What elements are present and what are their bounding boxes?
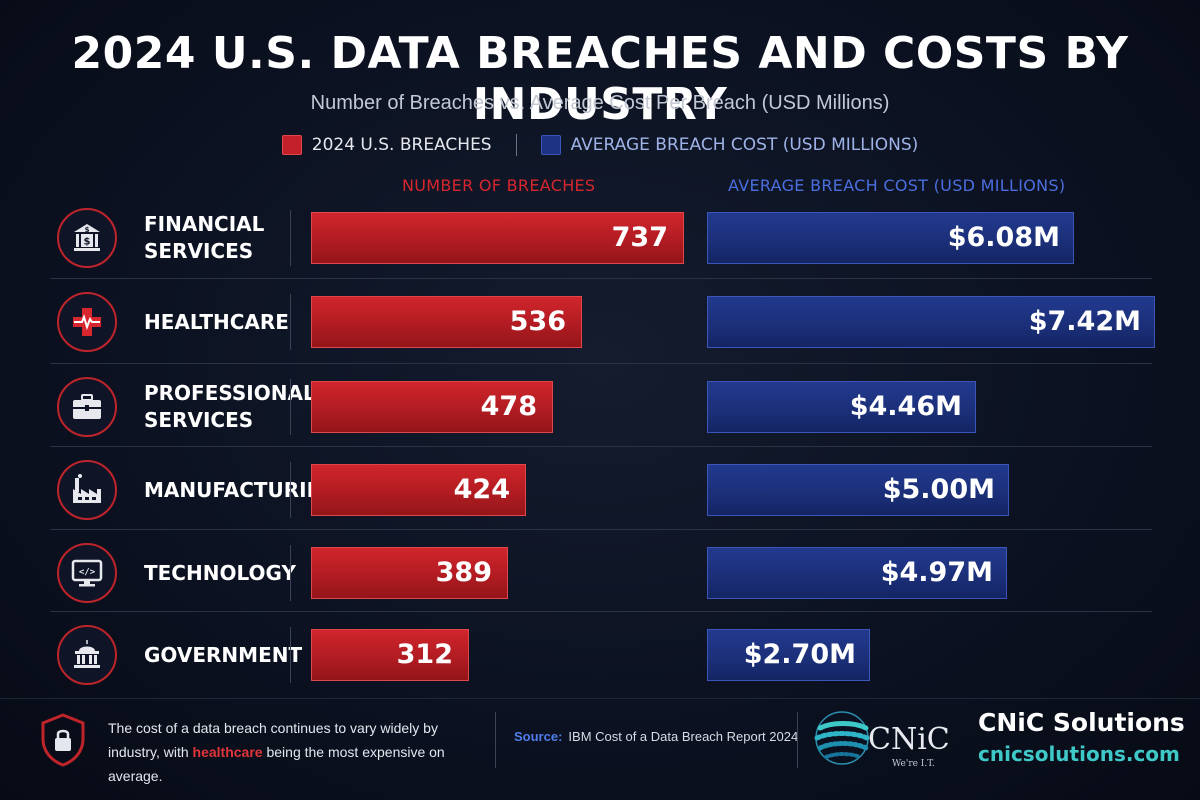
industry-label: TECHNOLOGY	[144, 545, 296, 601]
column-header-breaches: NUMBER OF BREACHES	[402, 176, 596, 195]
row-separator	[290, 294, 291, 350]
source-citation: Source: IBM Cost of a Data Breach Report …	[514, 729, 798, 744]
industry-label-line: TECHNOLOGY	[144, 560, 296, 585]
bar-cost-label: $5.00M	[882, 474, 995, 505]
row-separator	[290, 379, 291, 435]
column-header-cost: AVERAGE BREACH COST (USD MILLIONS)	[728, 176, 1066, 195]
row-separator	[290, 627, 291, 683]
bar-breaches-label: 389	[435, 557, 492, 588]
bar-breaches-label: 536	[509, 306, 566, 337]
industry-label-text: FINANCIAL SERVICES	[144, 211, 264, 265]
bank-icon: $ $	[57, 208, 117, 268]
monitor-code-icon: </>	[57, 543, 117, 603]
footer-note-text-end: being the most expensive on average.	[108, 744, 445, 784]
source-text: IBM Cost of a Data Breach Report 2024	[568, 729, 799, 744]
footer-divider	[0, 698, 1200, 699]
industry-label: GOVERNMENT	[144, 627, 302, 683]
government-building-icon	[57, 625, 117, 685]
industry-label-line: PROFESSIONAL	[144, 381, 316, 405]
bar-breaches-label: 478	[480, 391, 537, 422]
industry-label-line: MANUFACTURING	[144, 477, 340, 502]
shield-lock-icon	[41, 713, 85, 767]
bar-cost	[707, 381, 976, 433]
industry-label-text: GOVERNMENT	[144, 642, 302, 669]
row-divider	[50, 529, 1152, 530]
bar-cost-label: $6.08M	[947, 222, 1060, 253]
footer-note-text: The cost of a data breach continues to v…	[108, 720, 438, 760]
bar-breaches-label: 737	[611, 222, 668, 253]
legend-item-cost: AVERAGE BREACH COST (USD MILLIONS)	[540, 135, 919, 155]
row-divider	[50, 278, 1152, 279]
industry-label-text: MANUFACTURING	[144, 477, 340, 504]
bar-breaches	[311, 629, 469, 681]
industry-label-line: HEALTHCARE	[144, 309, 289, 334]
brand-website[interactable]: cnicsolutions.com	[978, 742, 1180, 766]
bar-breaches	[311, 212, 684, 264]
factory-icon	[57, 460, 117, 520]
bar-cost	[707, 296, 1155, 348]
source-label: Source:	[514, 729, 563, 744]
row-separator	[290, 210, 291, 266]
brand-name: CNiC Solutions	[978, 708, 1185, 737]
row-separator	[290, 462, 291, 518]
industry-label-line: SERVICES	[144, 239, 254, 263]
logo-wordmark: CNiC	[868, 722, 950, 757]
legend: 2024 U.S. BREACHES AVERAGE BREACH COST (…	[0, 134, 1200, 156]
bar-cost	[707, 547, 1007, 599]
medical-cross-icon	[57, 292, 117, 352]
legend-item-breaches: 2024 U.S. BREACHES	[281, 135, 492, 155]
industry-label: HEALTHCARE	[144, 294, 289, 350]
industry-label: FINANCIAL SERVICES	[144, 210, 289, 266]
chart-title: 2024 U.S. DATA BREACHES AND COSTS BY IND…	[71, 28, 1129, 130]
row-divider	[50, 611, 1152, 612]
briefcase-icon	[57, 377, 117, 437]
row-separator	[290, 545, 291, 601]
bar-cost-label: $7.42M	[1028, 306, 1141, 337]
industry-label: MANUFACTURING	[144, 462, 340, 518]
industry-label-text: TECHNOLOGY	[144, 560, 296, 587]
footer-note: The cost of a data breach continues to v…	[108, 716, 488, 788]
chart-subtitle: Number of Breaches vs. Average Cost Per …	[310, 92, 890, 114]
legend-label-breaches: 2024 U.S. BREACHES	[311, 135, 492, 155]
footer-separator	[495, 712, 496, 768]
industry-label-line: SERVICES	[144, 408, 254, 432]
logo-tagline: We're I.T.	[892, 759, 935, 769]
industry-label-text: HEALTHCARE	[144, 309, 289, 336]
cnic-logo: CNiC We're I.T.	[814, 711, 950, 769]
legend-divider	[515, 134, 517, 156]
legend-swatch-breaches	[281, 135, 302, 155]
bar-cost	[707, 464, 1009, 516]
bar-breaches	[311, 464, 526, 516]
row-divider	[50, 363, 1152, 364]
bar-cost	[707, 629, 870, 681]
bar-breaches-label: 424	[453, 474, 510, 505]
bar-cost-label: $2.70M	[743, 639, 856, 670]
legend-swatch-cost	[540, 135, 561, 155]
bar-cost	[707, 212, 1074, 264]
bar-breaches	[311, 547, 508, 599]
svg-text:$: $	[85, 226, 90, 234]
footer-note-highlight: healthcare	[192, 744, 263, 760]
bar-breaches	[311, 381, 553, 433]
industry-label-text: PROFESSIONAL SERVICES	[144, 380, 316, 434]
industry-label-line: GOVERNMENT	[144, 642, 303, 667]
industry-label: PROFESSIONAL SERVICES	[144, 379, 316, 435]
svg-text:$: $	[84, 237, 91, 248]
row-divider	[50, 446, 1152, 447]
globe-graphic	[814, 711, 870, 765]
bar-breaches-label: 312	[396, 639, 453, 670]
bar-cost-label: $4.46M	[849, 391, 962, 422]
legend-label-cost: AVERAGE BREACH COST (USD MILLIONS)	[570, 135, 919, 155]
svg-text:</>: </>	[79, 568, 96, 578]
footer-separator-2	[797, 712, 798, 768]
industry-label-line: FINANCIAL	[144, 212, 265, 236]
bar-cost-label: $4.97M	[880, 557, 993, 588]
bar-breaches	[311, 296, 582, 348]
